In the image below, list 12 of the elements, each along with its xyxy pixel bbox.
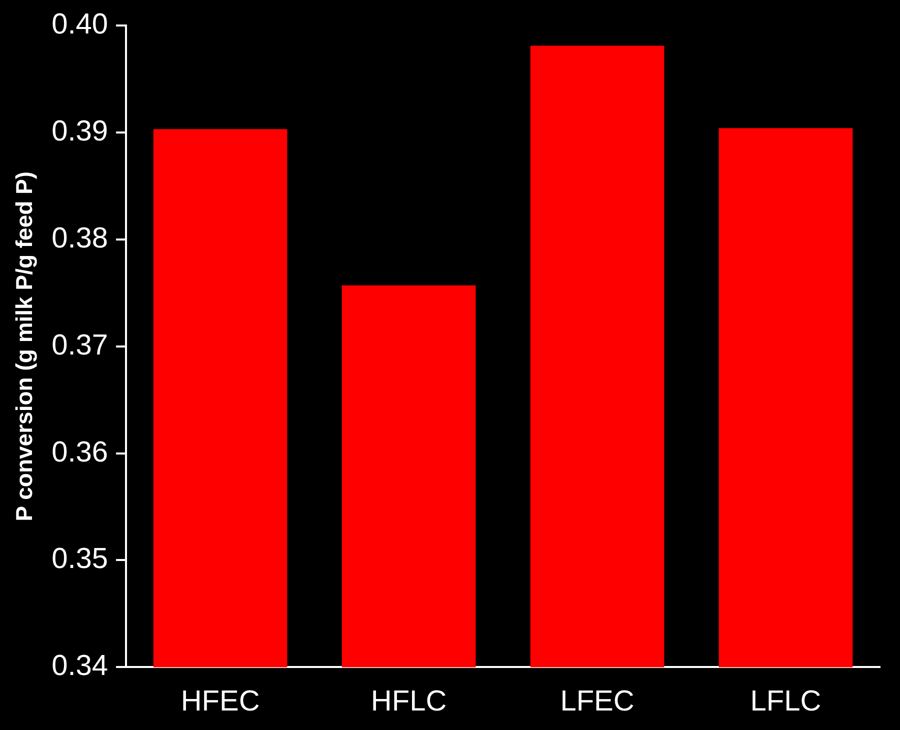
y-tick-label: 0.35 (52, 543, 108, 576)
x-tick-label: HFEC (180, 686, 260, 718)
x-tick-label: HFLC (370, 686, 447, 718)
x-tick-label: LFEC (560, 686, 634, 718)
y-tick-label: 0.34 (52, 650, 108, 682)
x-tick-label: LFLC (750, 686, 822, 718)
y-tick-label: 0.37 (52, 329, 108, 362)
y-tick-label: 0.40 (52, 8, 108, 40)
y-tick-label: 0.39 (52, 115, 108, 148)
y-tick-label: 0.38 (52, 222, 108, 254)
y-axis-title: P conversion (g milk P/g feed P) (11, 171, 38, 522)
y-tick-label: 0.36 (52, 436, 108, 468)
